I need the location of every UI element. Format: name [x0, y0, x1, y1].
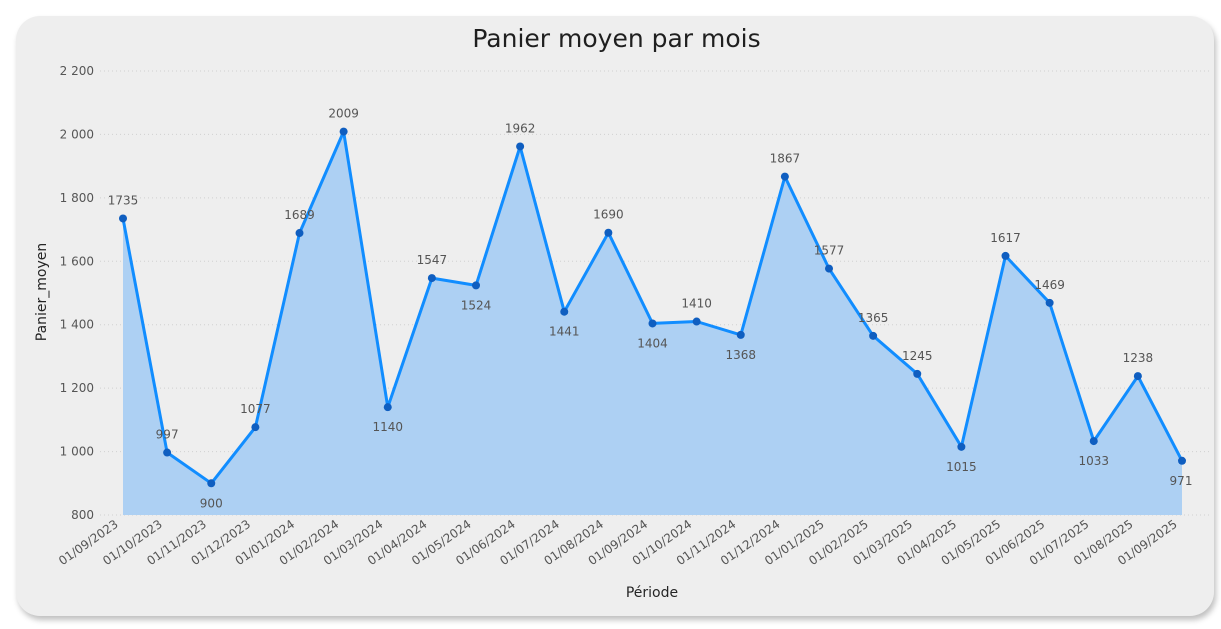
data-label: 971: [1170, 474, 1193, 488]
data-label: 1365: [858, 311, 889, 325]
data-label: 1368: [725, 348, 756, 362]
data-point: [119, 214, 127, 223]
data-point: [604, 228, 613, 237]
data-label: 1077: [240, 402, 271, 416]
data-label: 1015: [946, 460, 977, 474]
y-axis-ticks: 800 1 000 1 200 1 400 1 600 1 800 2 000 2 200: [60, 64, 94, 522]
data-point: [1178, 456, 1186, 465]
data-point: [957, 442, 966, 451]
data-point: [560, 307, 569, 316]
data-point: [1045, 298, 1054, 307]
data-point: [1001, 251, 1010, 260]
x-axis-ticks: 01/09/202301/10/202301/11/202301/12/2023…: [56, 517, 1180, 568]
y-tick-label: 1 800: [60, 191, 94, 205]
data-point: [869, 331, 878, 340]
data-point: [472, 281, 480, 290]
x-axis-title: Période: [626, 585, 678, 601]
data-point: [1089, 437, 1098, 446]
y-tick-label: 1 600: [60, 254, 94, 268]
data-label: 900: [200, 496, 223, 510]
y-tick-label: 1 400: [60, 318, 94, 332]
data-label: 1617: [990, 231, 1021, 245]
data-point: [825, 264, 833, 273]
data-point: [648, 319, 657, 328]
y-tick-label: 1 000: [60, 445, 94, 459]
data-label: 1140: [372, 420, 403, 434]
data-label: 2009: [328, 107, 359, 121]
data-point: [251, 423, 260, 432]
data-point: [516, 142, 525, 151]
data-point: [913, 369, 922, 378]
data-label: 1962: [505, 121, 536, 135]
data-label: 1689: [284, 208, 315, 222]
data-label: 1469: [1034, 278, 1065, 292]
data-label: 1577: [814, 244, 845, 258]
data-point: [692, 317, 701, 326]
data-point: [295, 229, 304, 238]
y-tick-label: 800: [71, 508, 94, 522]
data-label: 1867: [770, 152, 801, 166]
data-point: [339, 127, 348, 136]
y-axis-title: Panier_moyen: [34, 243, 50, 342]
y-tick-label: 2 000: [60, 127, 94, 141]
y-tick-label: 2 200: [60, 64, 94, 78]
data-label: 1033: [1078, 454, 1109, 468]
data-labels: 1735 997 900 1077 1689 2009 1140 1547 1524 1962 14…: [108, 107, 1193, 511]
data-point: [427, 274, 436, 283]
data-label: 1735: [108, 193, 139, 207]
data-point: [383, 403, 392, 412]
data-point: [780, 172, 789, 181]
data-label: 1547: [417, 253, 448, 267]
data-label: 1441: [549, 325, 580, 339]
data-point: [736, 330, 745, 339]
y-tick-label: 1 200: [60, 381, 94, 395]
data-label: 1690: [593, 208, 624, 222]
data-point: [163, 448, 172, 457]
data-label: 1245: [902, 349, 933, 363]
chart-title: Panier moyen par mois: [472, 24, 761, 53]
data-point: [1133, 372, 1142, 381]
data-label: 1524: [461, 298, 492, 312]
data-points: [119, 127, 1186, 488]
data-label: 997: [156, 428, 179, 442]
data-point: [207, 479, 216, 488]
data-label: 1238: [1123, 351, 1154, 365]
data-label: 1404: [637, 336, 668, 350]
area-fill: [123, 131, 1182, 515]
data-label: 1410: [681, 297, 712, 311]
